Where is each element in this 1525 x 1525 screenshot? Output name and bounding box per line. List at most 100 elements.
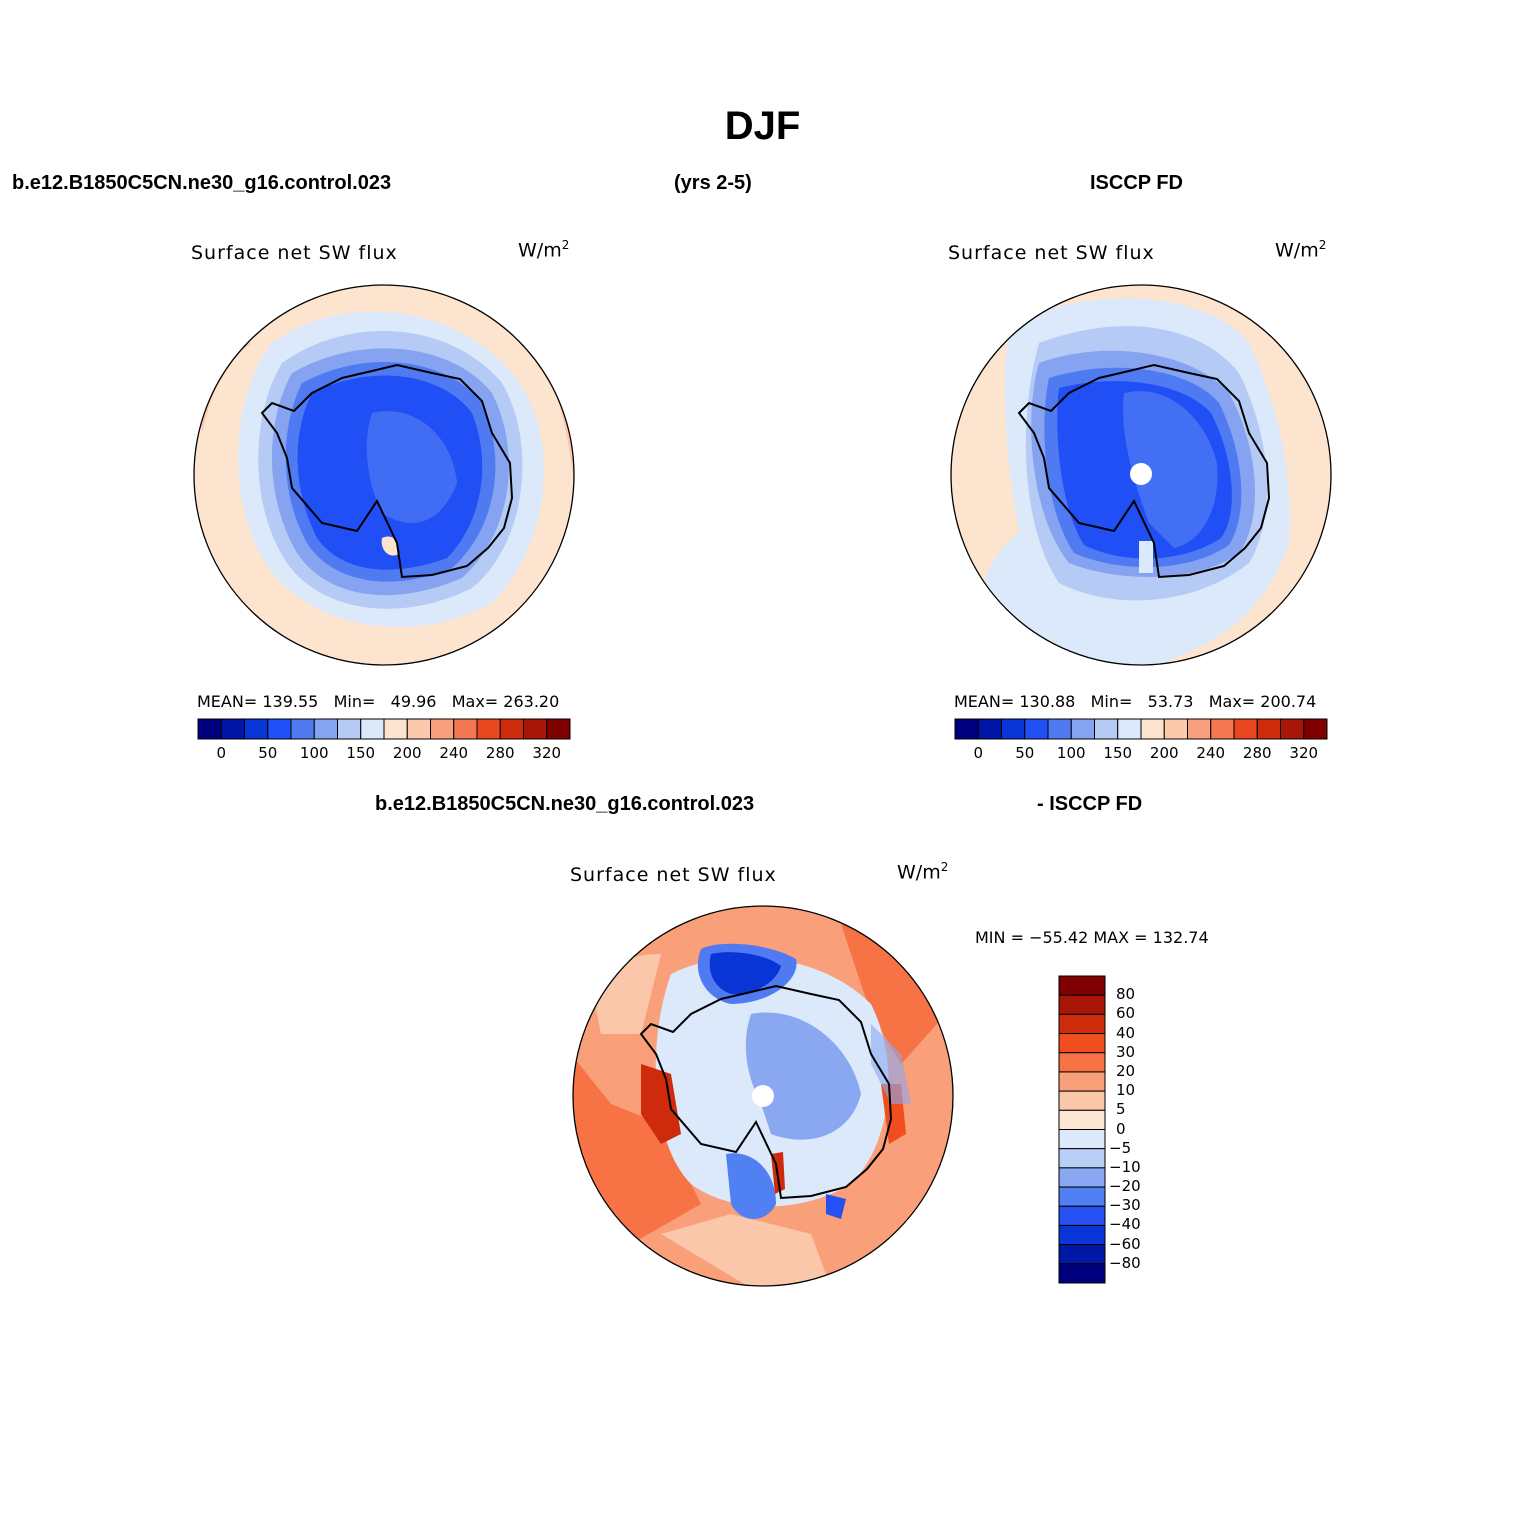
years-header: (yrs 2-5) bbox=[674, 172, 752, 194]
diff-colorbar-swatch bbox=[1058, 1129, 1106, 1150]
colorbar-swatch bbox=[383, 718, 408, 740]
diff-right-title: - ISCCP FD bbox=[1037, 793, 1143, 815]
diff-panel-pole-hole bbox=[752, 1085, 774, 1107]
diff-colorbar-tick-label: 60 bbox=[1116, 1004, 1136, 1023]
diff-colorbar bbox=[1058, 975, 1106, 1284]
colorbar-tick-label: 100 bbox=[1056, 744, 1086, 762]
panel-obs-map bbox=[950, 284, 1332, 666]
diff-colorbar-swatch bbox=[1058, 1205, 1106, 1226]
diff-colorbar-swatch bbox=[1058, 1013, 1106, 1035]
diff-colorbar-swatch bbox=[1058, 975, 1106, 996]
colorbar-swatch bbox=[954, 718, 979, 740]
diff-panel-map bbox=[572, 905, 954, 1287]
panel-model-coastline bbox=[260, 363, 514, 579]
diff-panel-coastline bbox=[639, 984, 893, 1200]
colorbar-swatch bbox=[1140, 718, 1165, 740]
diff-colorbar-swatch bbox=[1058, 1148, 1106, 1169]
colorbar-swatch bbox=[1303, 718, 1328, 740]
panel-model-map bbox=[193, 284, 575, 666]
diff-colorbar-swatch bbox=[1058, 1167, 1106, 1188]
colorbar-tick-label: 320 bbox=[1289, 744, 1319, 762]
diff-colorbar-swatch bbox=[1058, 1224, 1106, 1246]
colorbar-swatch bbox=[1024, 718, 1049, 740]
diff-colorbar-swatch bbox=[1058, 1052, 1106, 1073]
panel-model-units: W/m2 bbox=[518, 238, 570, 262]
colorbar-tick-label: 280 bbox=[1242, 744, 1272, 762]
diff-colorbar-swatch bbox=[1058, 1090, 1106, 1111]
colorbar-swatch bbox=[476, 718, 501, 740]
obs-name-header: ISCCP FD bbox=[1090, 172, 1183, 194]
colorbar-tick-label: 240 bbox=[439, 744, 469, 762]
colorbar-tick-label: 280 bbox=[485, 744, 515, 762]
colorbar-tick-label: 150 bbox=[1103, 744, 1133, 762]
diff-colorbar-swatch bbox=[1058, 1244, 1106, 1265]
colorbar-swatch bbox=[1256, 718, 1281, 740]
diff-colorbar-tick-label: −60 bbox=[1109, 1234, 1141, 1253]
colorbar-swatch bbox=[1233, 718, 1258, 740]
colorbar-tick-label: 150 bbox=[346, 744, 376, 762]
colorbar-swatch bbox=[244, 718, 269, 740]
diff-colorbar-tick-label: −10 bbox=[1109, 1157, 1141, 1176]
diff-colorbar-tick-label: 5 bbox=[1116, 1100, 1126, 1119]
colorbar-swatch bbox=[406, 718, 431, 740]
colorbar-swatch bbox=[1210, 718, 1235, 740]
diff-colorbar-tick-label: −40 bbox=[1109, 1215, 1141, 1234]
diff-panel-title: Surface net SW flux bbox=[570, 864, 777, 886]
panel-obs-stats: MEAN= 130.88 Min= 53.73 Max= 200.74 bbox=[954, 692, 1317, 711]
colorbar-tick-label: 0 bbox=[973, 744, 984, 762]
diff-left-title: b.e12.B1850C5CN.ne30_g16.control.023 bbox=[375, 793, 755, 815]
colorbar-tick-label: 200 bbox=[392, 744, 422, 762]
colorbar-swatch bbox=[1117, 718, 1142, 740]
colorbar-swatch bbox=[290, 718, 315, 740]
panel-model-stats: MEAN= 139.55 Min= 49.96 Max= 263.20 bbox=[197, 692, 560, 711]
diff-colorbar-tick-label: −5 bbox=[1109, 1138, 1132, 1157]
colorbar-swatch bbox=[546, 718, 571, 740]
colorbar-tick-label: 50 bbox=[258, 744, 278, 762]
colorbar-swatch bbox=[1280, 718, 1305, 740]
colorbar-tick-label: 0 bbox=[216, 744, 227, 762]
colorbar-swatch bbox=[197, 718, 222, 740]
diff-colorbar-tick-label: 0 bbox=[1116, 1119, 1126, 1138]
panel-model-colorbar bbox=[197, 718, 571, 740]
colorbar-swatch bbox=[337, 718, 362, 740]
panel-obs-coastline bbox=[1017, 363, 1271, 579]
colorbar-swatch bbox=[523, 718, 548, 740]
diff-colorbar-swatch bbox=[1058, 1263, 1106, 1284]
colorbar-swatch bbox=[977, 718, 1002, 740]
diff-colorbar-swatch bbox=[1058, 1186, 1106, 1207]
colorbar-swatch bbox=[1001, 718, 1026, 740]
colorbar-tick-label: 240 bbox=[1196, 744, 1226, 762]
diff-colorbar-swatch bbox=[1058, 1071, 1106, 1092]
colorbar-swatch bbox=[1070, 718, 1095, 740]
diff-colorbar-swatch bbox=[1058, 1109, 1106, 1130]
colorbar-swatch bbox=[1187, 718, 1212, 740]
diff-colorbar-tick-label: 10 bbox=[1116, 1081, 1136, 1100]
diff-colorbar-tick-label: 80 bbox=[1116, 985, 1136, 1004]
diff-panel-units: W/m2 bbox=[897, 860, 949, 884]
diff-minmax: MIN = −55.42 MAX = 132.74 bbox=[975, 928, 1209, 947]
colorbar-swatch bbox=[220, 718, 245, 740]
diff-colorbar-tick-label: −30 bbox=[1109, 1196, 1141, 1215]
diff-colorbar-tick-label: 40 bbox=[1116, 1023, 1136, 1042]
colorbar-swatch bbox=[453, 718, 478, 740]
diff-colorbar-tick-label: 30 bbox=[1116, 1042, 1136, 1061]
diff-colorbar-tick-label: 20 bbox=[1116, 1061, 1136, 1080]
panel-obs-colorbar bbox=[954, 718, 1328, 740]
colorbar-swatch bbox=[1163, 718, 1188, 740]
colorbar-swatch bbox=[313, 718, 338, 740]
colorbar-swatch bbox=[430, 718, 455, 740]
colorbar-tick-label: 200 bbox=[1149, 744, 1179, 762]
panel-model-title: Surface net SW flux bbox=[191, 242, 398, 264]
diff-colorbar-tick-label: −20 bbox=[1109, 1177, 1141, 1196]
diff-colorbar-tick-label: −80 bbox=[1109, 1253, 1141, 1272]
case-name-header: b.e12.B1850C5CN.ne30_g16.control.023 bbox=[12, 172, 392, 194]
figure-title: DJF bbox=[724, 104, 801, 148]
panel-obs-pole-hole bbox=[1130, 463, 1152, 485]
panel-obs-units: W/m2 bbox=[1275, 238, 1327, 262]
colorbar-swatch bbox=[1094, 718, 1119, 740]
colorbar-swatch bbox=[1047, 718, 1072, 740]
colorbar-tick-label: 100 bbox=[299, 744, 329, 762]
colorbar-tick-label: 320 bbox=[532, 744, 562, 762]
colorbar-swatch bbox=[267, 718, 292, 740]
colorbar-swatch bbox=[499, 718, 524, 740]
